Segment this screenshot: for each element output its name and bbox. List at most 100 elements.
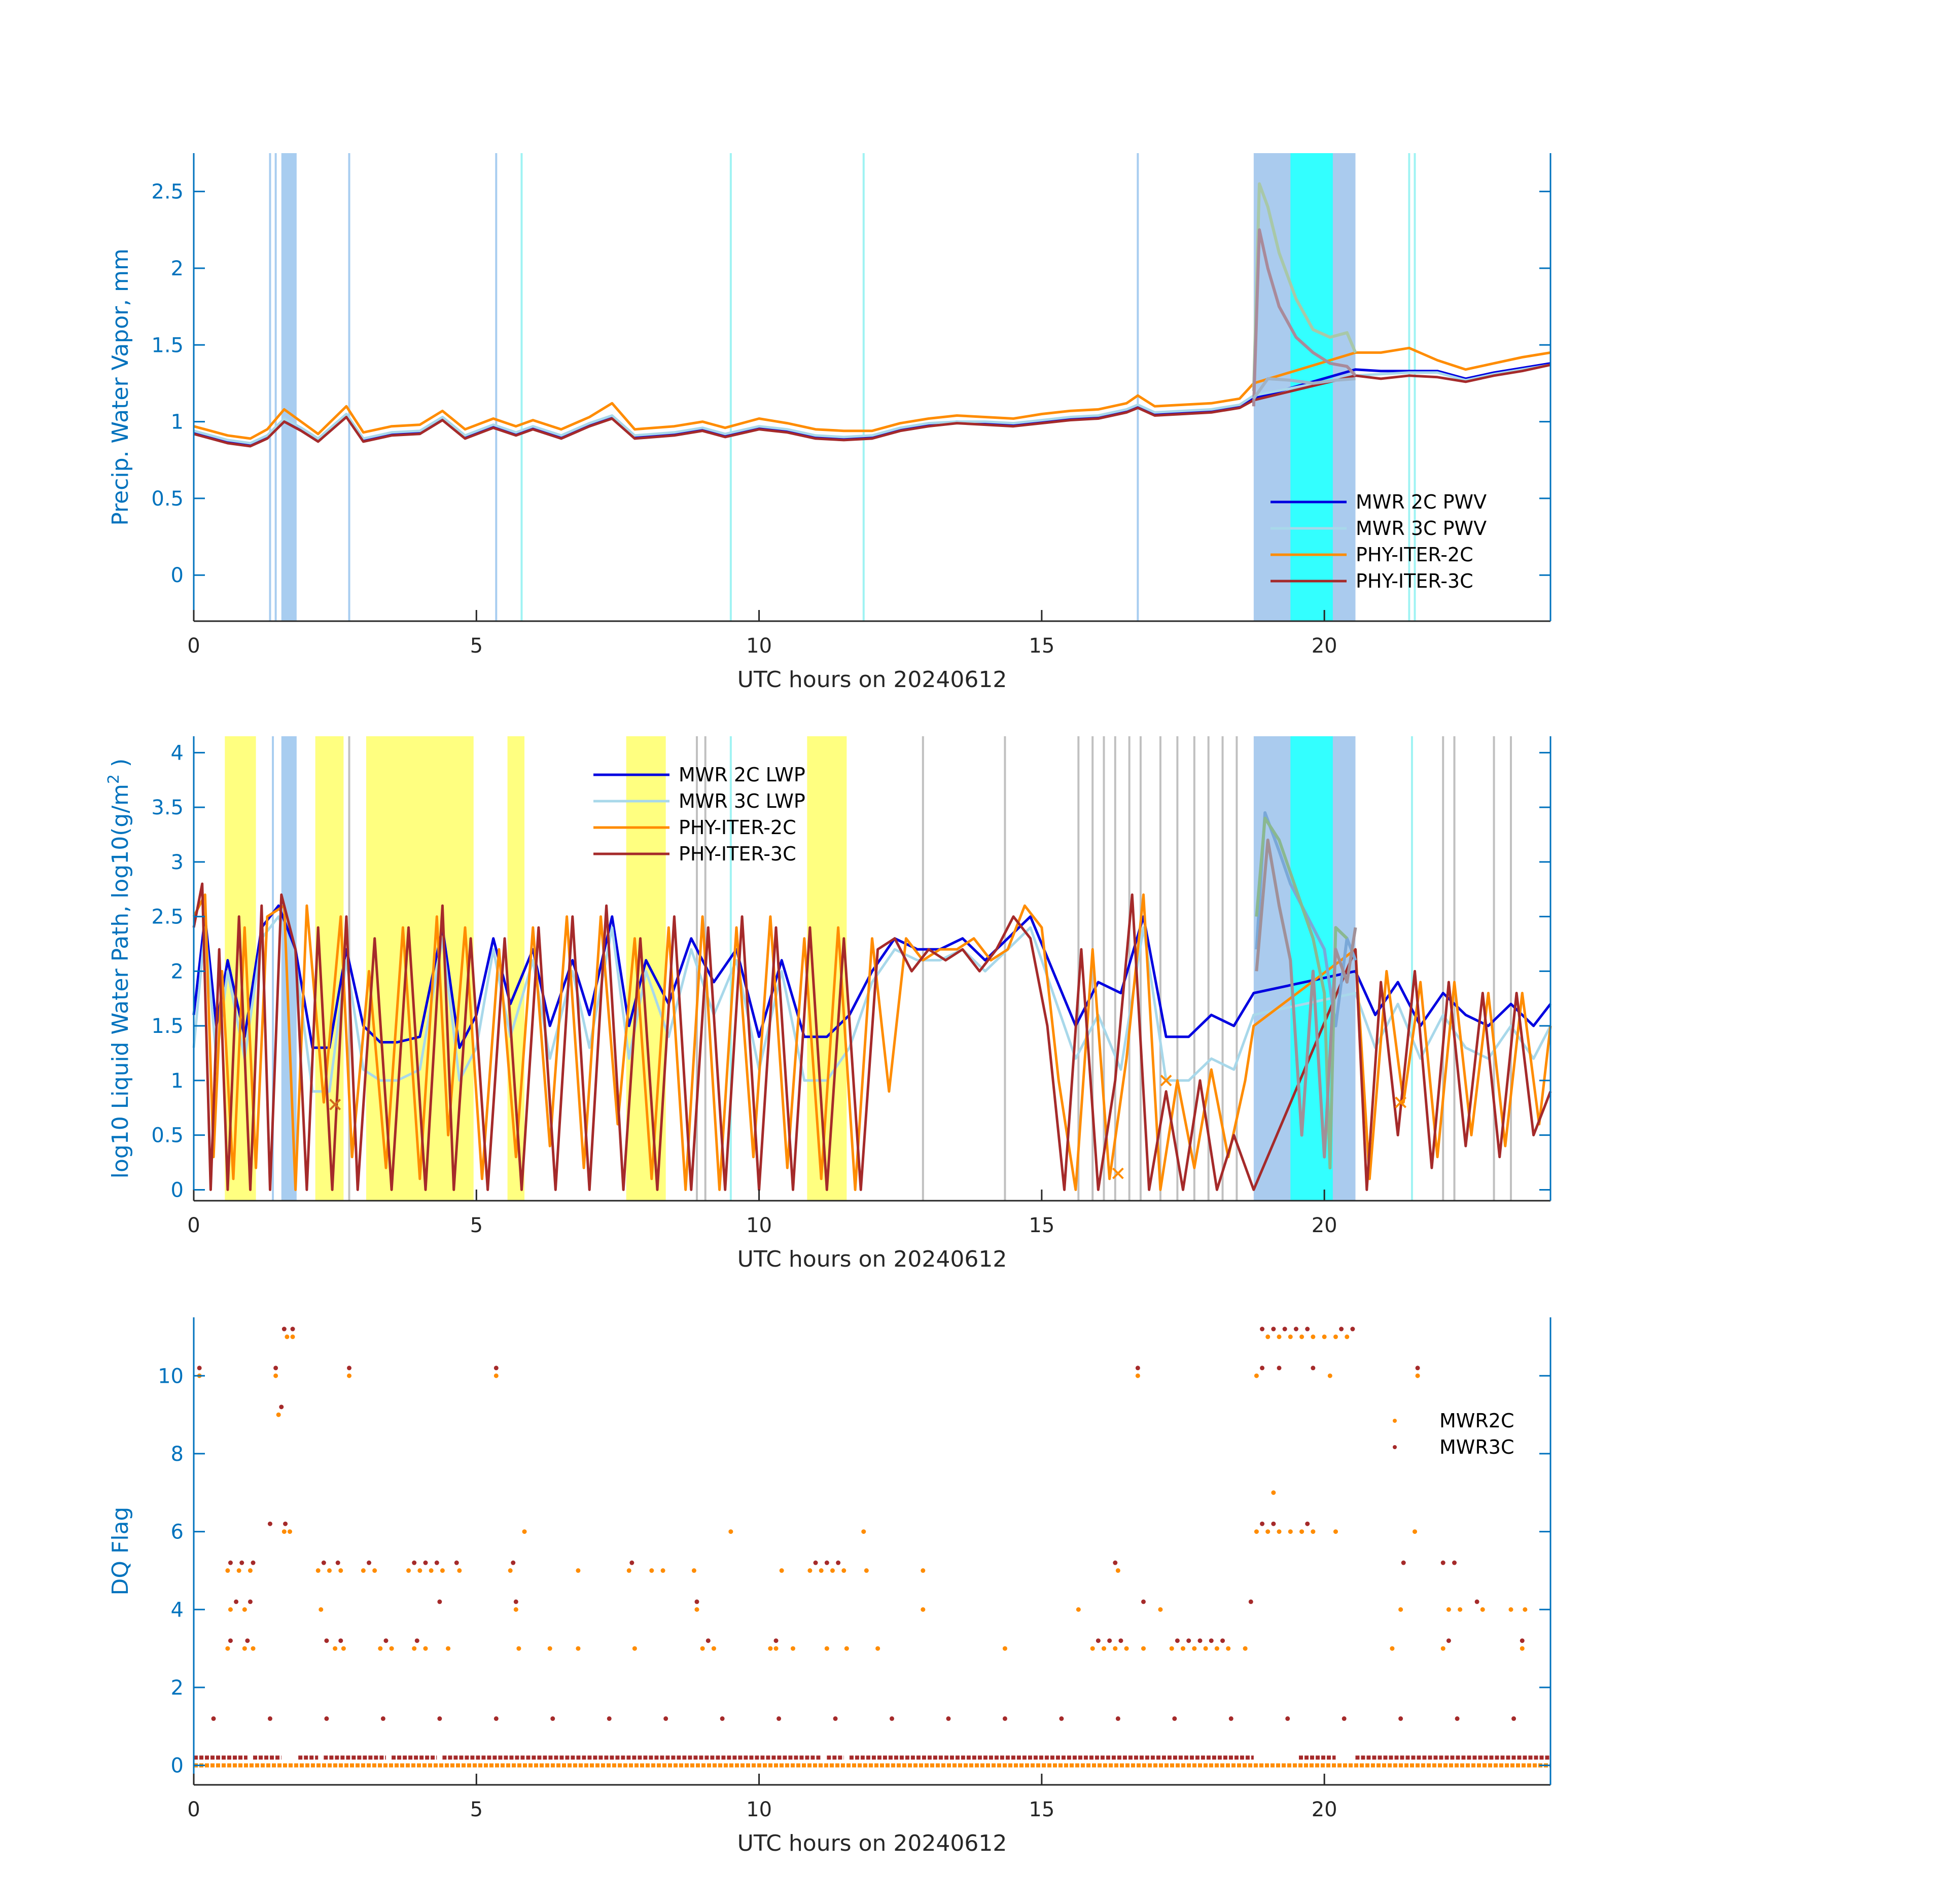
dq-point-mwr3c xyxy=(338,1638,343,1643)
dq-point-mwr2c xyxy=(1520,1646,1525,1651)
dq-point-mwr2c xyxy=(225,1646,230,1651)
dq-point-mwr2c xyxy=(1141,1646,1146,1651)
lwp-y-tick-label: 2 xyxy=(171,960,184,983)
dq-point-mwr3c xyxy=(1305,1326,1310,1332)
lwp-shaded-span xyxy=(507,736,525,1201)
dq-point-mwr3c xyxy=(335,1560,340,1565)
lwp-y-tick-label: 3 xyxy=(171,851,184,874)
dq-point-mwr2c xyxy=(236,1568,241,1573)
dq-point-mwr2c xyxy=(1327,1373,1332,1378)
dq-point-mwr2c xyxy=(412,1646,417,1651)
dq-point-mwr2c xyxy=(319,1607,324,1612)
dq-point-mwr2c xyxy=(406,1568,411,1573)
lwp-x-axis-label: UTC hours on 20240612 xyxy=(737,1246,1007,1272)
dq-point-mwr2c xyxy=(1158,1607,1163,1612)
dq-point-mwr3c xyxy=(273,1366,278,1371)
dq-point-mwr3c xyxy=(833,1716,838,1721)
pwv-legend-label: PHY-ITER-2C xyxy=(1356,544,1473,566)
dq-point-mwr3c xyxy=(228,1638,233,1643)
lwp-flagged-series xyxy=(1255,838,1357,1159)
pwv-panel: 0 5 10 15 20 0 0.5 1 1.5 2 2.5 UTC hours on 202406… xyxy=(108,153,1551,693)
dq-point-mwr2c xyxy=(347,1373,352,1378)
dq-point-mwr2c xyxy=(1265,1334,1271,1339)
dq-point-mwr2c xyxy=(547,1646,552,1651)
dq-point-mwr3c xyxy=(550,1716,555,1721)
dq-point-mwr3c xyxy=(414,1638,419,1643)
lwp-y-tick-label: 1 xyxy=(171,1069,184,1093)
dq-legend-swatch xyxy=(1393,1419,1397,1423)
dq-point-mwr2c xyxy=(457,1568,462,1573)
dq-point-mwr3c xyxy=(380,1716,385,1721)
dq-point-mwr3c xyxy=(1107,1638,1112,1643)
dq-point-mwr3c xyxy=(773,1638,779,1643)
dq-point-mwr2c xyxy=(1523,1607,1528,1612)
dq-point-mwr3c xyxy=(324,1638,329,1643)
dq-point-mwr2c xyxy=(649,1568,654,1573)
dq-point-mwr3c xyxy=(290,1326,295,1332)
dq-point-mwr2c xyxy=(841,1568,846,1573)
pwv-series-mwr-3c-pwv xyxy=(193,364,1551,445)
lwp-y-axis-label-superscript: 2 xyxy=(105,774,123,784)
dq-point-mwr2c xyxy=(844,1646,849,1651)
dq-point-mwr3c xyxy=(824,1560,829,1565)
dq-point-mwr3c xyxy=(412,1560,417,1565)
dq-point-mwr2c xyxy=(1203,1646,1208,1651)
dq-point-mwr2c xyxy=(522,1529,527,1534)
dq-x-tick-label: 0 xyxy=(187,1798,200,1821)
dq-point-mwr2c xyxy=(338,1568,343,1573)
dq-point-mwr2c xyxy=(921,1607,926,1612)
dq-point-mwr2c xyxy=(1446,1607,1451,1612)
dq-point-mwr3c xyxy=(454,1560,459,1565)
dq-point-mwr2c xyxy=(830,1568,835,1573)
dq-point-mwr2c xyxy=(660,1568,665,1573)
dq-y-tick-label: 6 xyxy=(171,1521,184,1544)
pwv-x-tick-label: 10 xyxy=(746,634,772,658)
dq-point-mwr3c xyxy=(813,1560,818,1565)
dq-point-mwr3c xyxy=(1260,1326,1265,1332)
dq-point-mwr2c xyxy=(228,1607,233,1612)
lwp-x-tick-label: 0 xyxy=(187,1214,200,1237)
dq-point-mwr3c xyxy=(1455,1716,1460,1721)
dq-point-mwr2c xyxy=(1508,1607,1513,1612)
dq-y-tick-label: 2 xyxy=(171,1676,184,1700)
dq-point-mwr3c xyxy=(1398,1716,1403,1721)
dq-point-mwr2c xyxy=(1480,1607,1485,1612)
dq-point-mwr2c xyxy=(1090,1646,1095,1651)
dq-point-mwr2c xyxy=(1113,1646,1118,1651)
pwv-series-phy-iter-3c xyxy=(193,364,1551,448)
dq-point-mwr3c xyxy=(1172,1716,1177,1721)
dq-point-mwr2c xyxy=(1415,1373,1420,1378)
dq-point-mwr3c xyxy=(777,1716,782,1721)
dq-point-mwr3c xyxy=(1228,1716,1233,1721)
dq-point-mwr3c xyxy=(629,1560,634,1565)
dq-point-mwr3c xyxy=(836,1560,841,1565)
dq-point-mwr3c xyxy=(267,1521,272,1526)
dq-point-mwr2c xyxy=(768,1646,773,1651)
dq-point-mwr3c xyxy=(423,1560,428,1565)
pwv-y-tick-label: 0 xyxy=(171,564,184,587)
dq-point-mwr3c xyxy=(1293,1326,1298,1332)
dq-point-mwr3c xyxy=(1282,1326,1287,1332)
dq-point-mwr3c xyxy=(511,1560,516,1565)
dq-x-tick-label: 20 xyxy=(1312,1798,1337,1821)
dq-point-mwr2c xyxy=(333,1646,338,1651)
dq-point-mwr2c xyxy=(493,1373,499,1378)
dq-point-mwr2c xyxy=(1192,1646,1197,1651)
lwp-series-phy-iter-2c xyxy=(192,893,1552,1191)
dq-point-mwr2c xyxy=(1076,1607,1081,1612)
pwv-y-axis-label: Precip. Water Vapor, mm xyxy=(108,248,133,526)
dq-point-mwr2c xyxy=(290,1334,295,1339)
dq-legend: MWR2C MWR3C xyxy=(1393,1410,1514,1458)
dq-point-mwr2c xyxy=(711,1646,716,1651)
pwv-x-tick-label: 5 xyxy=(470,634,483,658)
dq-point-mwr2c xyxy=(1169,1646,1174,1651)
lwp-x-marker xyxy=(1395,1096,1407,1108)
lwp-y-axis-label-close: ) xyxy=(108,759,133,774)
dq-point-mwr3c xyxy=(347,1366,352,1371)
dq-point-mwr3c xyxy=(1175,1638,1180,1643)
dq-point-mwr2c xyxy=(508,1568,513,1573)
dq-point-mwr2c xyxy=(875,1646,880,1651)
dq-point-mwr2c xyxy=(807,1568,813,1573)
dq-x-tick-label: 10 xyxy=(746,1798,772,1821)
